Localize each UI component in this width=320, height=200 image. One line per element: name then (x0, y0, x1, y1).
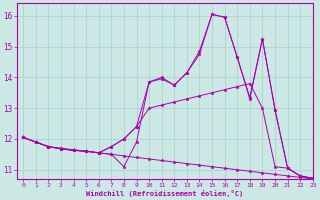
X-axis label: Windchill (Refroidissement éolien,°C): Windchill (Refroidissement éolien,°C) (86, 190, 244, 197)
